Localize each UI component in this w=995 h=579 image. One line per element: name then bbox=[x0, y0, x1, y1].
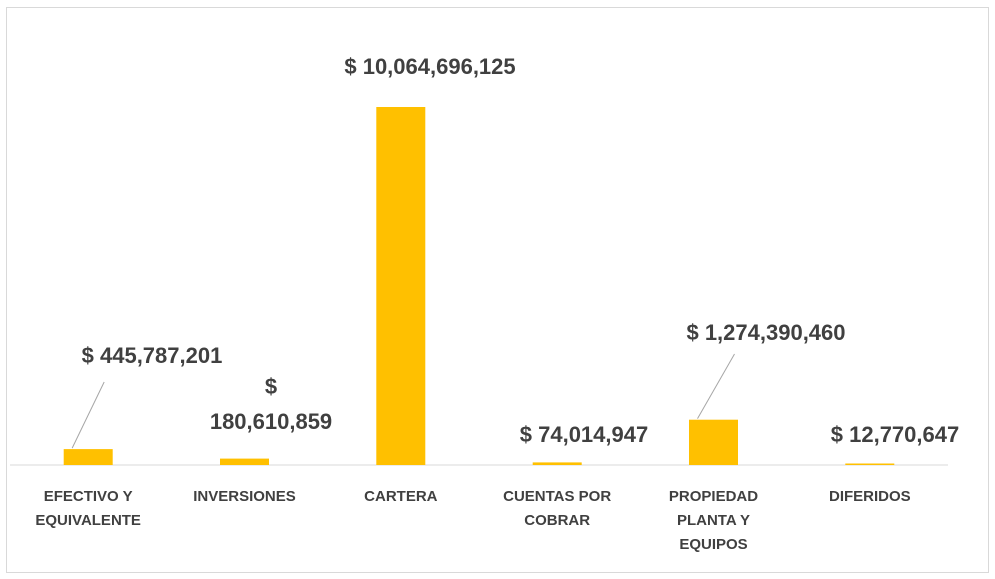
leader-line-0 bbox=[71, 381, 105, 449]
bar-2 bbox=[376, 107, 426, 465]
bar-3 bbox=[532, 462, 582, 465]
data-label-4: $ 1,274,390,460 bbox=[686, 320, 845, 345]
category-label-1: INVERSIONES bbox=[193, 488, 296, 505]
data-label-0: $ 445,787,201 bbox=[82, 343, 223, 368]
category-label-0: EFECTIVO Y EQUIVALENTE bbox=[35, 488, 141, 529]
bar-0 bbox=[63, 449, 113, 465]
category-label-3: CUENTAS POR COBRAR bbox=[503, 488, 611, 529]
bar-4 bbox=[689, 419, 738, 465]
chart-area: $ 445,787,201 $180,610,859 $ 10,064,696,12… bbox=[6, 7, 989, 573]
bar-1 bbox=[220, 458, 269, 465]
leader-lines-group bbox=[71, 353, 735, 449]
bar-chart: $ 445,787,201 $ 180,610,859 $ 10,064,696,12… bbox=[10, 54, 960, 553]
data-label-1: $180,610,859 bbox=[210, 374, 332, 434]
category-label-5: DIFERIDOS bbox=[829, 488, 911, 505]
leader-line-4 bbox=[697, 353, 735, 419]
bars-group bbox=[63, 107, 895, 465]
category-label-2: CARTERA bbox=[364, 488, 437, 505]
category-labels-group: EFECTIVO Y EQUIVALENTE INVERSIONES CARTERA C… bbox=[35, 488, 910, 553]
bar-5 bbox=[845, 463, 895, 465]
data-labels-group: $ 445,787,201 $ 180,610,859 $ 10,064,696,12… bbox=[82, 54, 960, 447]
data-label-3: $ 74,014,947 bbox=[520, 422, 648, 447]
data-label-5: $ 12,770,647 bbox=[831, 422, 959, 447]
data-label-2: $ 10,064,696,125 bbox=[344, 54, 515, 79]
category-label-4: PROPIEDAD PLANTA Y EQUIPOS bbox=[669, 488, 758, 553]
